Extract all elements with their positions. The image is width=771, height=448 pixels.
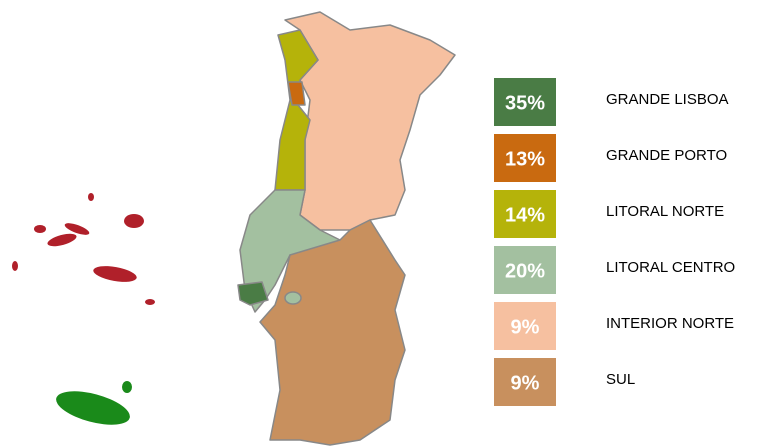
- island: [64, 223, 90, 235]
- legend-swatch: [494, 134, 556, 182]
- island: [56, 391, 130, 425]
- region-sul: [259, 219, 406, 446]
- region-interior-norte: [284, 11, 456, 231]
- island: [145, 299, 155, 305]
- legend-name: LITORAL NORTE: [606, 203, 724, 220]
- region-litoral-centro: [239, 189, 341, 313]
- legend-percent: 35%: [505, 92, 545, 114]
- legend-name: SUL: [606, 371, 635, 388]
- island: [122, 381, 132, 393]
- island: [47, 233, 77, 247]
- legend-percent: 9%: [511, 372, 540, 394]
- legend-name: GRANDE PORTO: [606, 147, 727, 164]
- legend-swatch: [494, 302, 556, 350]
- legend-swatch: [494, 246, 556, 294]
- region-grande-lisboa: [237, 281, 269, 306]
- legend-name: GRANDE LISBOA: [606, 91, 729, 108]
- legend-percent: 9%: [511, 316, 540, 338]
- mainland: [237, 11, 456, 446]
- legend-name: INTERIOR NORTE: [606, 315, 734, 332]
- island: [12, 261, 18, 271]
- legend-percent: 13%: [505, 148, 545, 170]
- island: [93, 266, 137, 282]
- legend-swatch: [494, 358, 556, 406]
- island: [124, 214, 144, 228]
- legend-percent: 14%: [505, 204, 545, 226]
- legend-swatch: [494, 78, 556, 126]
- legend-name: LITORAL CENTRO: [606, 259, 735, 276]
- legend-percent: 20%: [505, 260, 545, 282]
- legend-swatch: [494, 190, 556, 238]
- madeira: [56, 381, 132, 425]
- azores: [12, 193, 155, 305]
- region-litoral-norte: [274, 29, 319, 191]
- legend: 35% GRANDE LISBOA 13% GRANDE PORTO 14% LITORA…: [494, 78, 735, 406]
- region-litoral-centro-islet: [284, 291, 302, 305]
- region-grande-porto: [287, 81, 306, 106]
- island: [34, 225, 46, 233]
- island: [88, 193, 94, 201]
